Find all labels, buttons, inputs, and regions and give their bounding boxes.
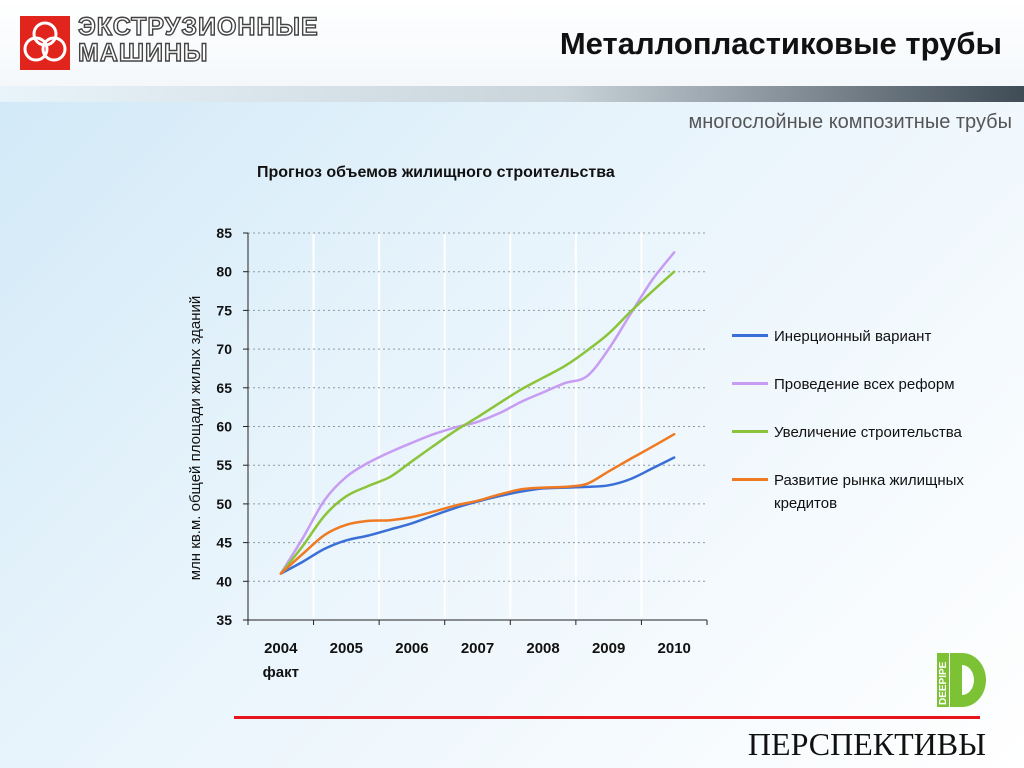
x-tick-label: 2006: [395, 640, 428, 657]
chart-gridlines: [248, 232, 707, 620]
x-tick-label: 2010: [658, 640, 691, 657]
x-tick-label: 2007: [461, 640, 494, 657]
y-tick-label: 75: [216, 302, 232, 318]
legend-item: Инерционный вариант: [732, 325, 1017, 348]
logo-text-line2: МАШИНЫ: [77, 39, 209, 67]
x-tick-sublabel: факт: [263, 664, 299, 681]
footer-text: ПЕРСПЕКТИВЫ: [747, 726, 986, 762]
header-band: [0, 86, 1024, 102]
y-tick-label: 70: [216, 341, 232, 357]
legend-label: Увеличение строительства: [774, 424, 962, 441]
series-line: [279, 251, 676, 575]
series-line: [279, 432, 676, 575]
deepipe-logo-icon: DEEPIPE: [937, 653, 986, 707]
y-tick-label: 65: [216, 380, 232, 396]
deepipe-logo-text: DEEPIPE: [938, 661, 949, 705]
legend-swatch: [732, 430, 768, 433]
y-tick-label: 35: [216, 612, 232, 628]
logo-text-line1: ЭКСТРУЗИОННЫЕ: [77, 13, 319, 41]
series-line: [279, 270, 676, 575]
x-tick-label: 2009: [592, 640, 625, 657]
x-tick-label: 2005: [330, 640, 363, 657]
legend-item: Проведение всех реформ: [732, 373, 1017, 396]
company-logo-text: ЭКСТРУЗИОННЫЕ МАШИНЫ: [77, 13, 319, 67]
y-tick-label: 85: [216, 225, 232, 241]
footer-divider: [234, 716, 980, 719]
y-tick-label: 45: [216, 535, 232, 551]
y-axis-label: млн кв.м. общей площади жилых зданий: [187, 296, 204, 581]
slide-title: Металлопластиковые трубы: [559, 26, 1002, 61]
legend-label: Развитие рынка жилищных кредитов: [774, 472, 964, 512]
header: ЭКСТРУЗИОННЫЕ МАШИНЫ Металлопластиковые …: [0, 0, 1024, 86]
chart-tick-labels: 35 40 45 50 55 60 65 70 75 80 85 2004 факт 2005 2006 20…: [216, 225, 690, 681]
x-tick-label: 2004: [264, 640, 298, 657]
y-tick-label: 55: [216, 457, 232, 473]
legend-swatch: [732, 382, 768, 385]
y-tick-label: 50: [216, 496, 232, 512]
company-logo-icon: [20, 16, 70, 70]
chart-axes: [243, 232, 708, 625]
chart-title: Прогноз объемов жилищного строительства: [257, 164, 615, 181]
legend-swatch: [732, 478, 768, 481]
legend-item: Увеличение строительства: [732, 421, 1017, 444]
series-line: [279, 456, 676, 575]
legend-label: Инерционный вариант: [774, 328, 932, 345]
legend-swatch: [732, 334, 768, 337]
legend-label: Проведение всех реформ: [774, 376, 955, 393]
legend-item: Развитие рынка жилищных кредитов: [732, 469, 1017, 515]
chart-series-lines: [279, 251, 676, 575]
y-tick-label: 80: [216, 264, 232, 280]
slide-subtitle: многослойные композитные трубы: [688, 111, 1012, 133]
y-tick-label: 60: [216, 419, 232, 435]
y-tick-label: 40: [216, 573, 232, 589]
x-tick-label: 2008: [526, 640, 559, 657]
chart-legend: Инерционный вариант Проведение всех рефо…: [732, 325, 1017, 540]
